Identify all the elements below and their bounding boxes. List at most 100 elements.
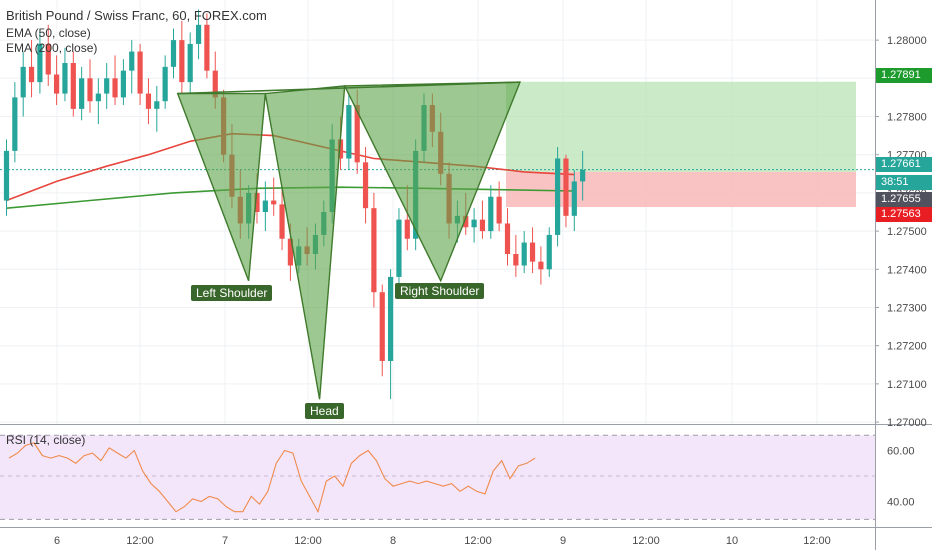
y-tick-label: 1.27100 xyxy=(887,379,927,391)
candle-body xyxy=(170,40,177,67)
candle-body xyxy=(279,204,285,239)
rsi-pane xyxy=(0,425,875,527)
candle-body xyxy=(120,70,126,98)
candle-body xyxy=(145,93,152,109)
y-tick-label: 1.27000 xyxy=(887,417,927,429)
x-tick-label: 12:00 xyxy=(294,535,322,547)
candle-body xyxy=(95,93,101,102)
candle-body xyxy=(87,78,93,102)
candle xyxy=(12,82,18,163)
y-tick-label: 1.27500 xyxy=(887,226,927,238)
pattern-head xyxy=(264,85,346,400)
head-and-shoulders-pattern xyxy=(176,81,522,400)
candle-body xyxy=(337,139,344,159)
candle xyxy=(204,13,210,79)
x-tick-label: 12:00 xyxy=(632,535,660,547)
candle xyxy=(137,43,143,106)
candle xyxy=(179,21,185,94)
y-tick-label: 1.27800 xyxy=(887,112,927,124)
price-tag-current: 1.27661 xyxy=(876,157,932,172)
candle xyxy=(396,208,402,293)
price-tag-entry: 1.27655 xyxy=(876,192,932,207)
candle xyxy=(37,28,43,94)
candle-body xyxy=(54,74,60,94)
candle xyxy=(28,40,35,98)
candle-body xyxy=(563,158,569,216)
candle xyxy=(54,55,60,106)
candle xyxy=(471,208,477,243)
candle-body xyxy=(580,169,586,182)
candle xyxy=(145,78,152,125)
candle-body xyxy=(162,66,168,102)
candle xyxy=(546,227,552,277)
candle-body xyxy=(463,215,469,228)
candle-body xyxy=(212,70,218,98)
candle-body xyxy=(79,78,85,109)
x-tick-label: 9 xyxy=(560,535,566,547)
candle xyxy=(479,200,486,239)
candle-body xyxy=(546,234,552,270)
candle-body xyxy=(129,51,135,71)
candle xyxy=(371,192,377,308)
candle-body xyxy=(521,242,527,266)
candle-body xyxy=(396,219,402,277)
candle-body xyxy=(195,24,202,44)
candle xyxy=(45,24,51,86)
candle xyxy=(555,147,561,247)
label-head: Head xyxy=(305,403,344,419)
candle xyxy=(538,246,544,285)
neckline xyxy=(177,81,521,95)
x-tick-label: 10 xyxy=(726,535,738,547)
candle xyxy=(79,66,85,121)
pattern-left-shoulder xyxy=(176,92,267,282)
chart-title: British Pound / Swiss Franc, 60, FOREX.c… xyxy=(6,8,267,23)
label-left-shoulder: Left Shoulder xyxy=(191,285,273,301)
candle-body xyxy=(504,223,511,255)
candle-body xyxy=(62,63,68,94)
candle xyxy=(513,234,519,277)
candle xyxy=(571,169,577,232)
candle xyxy=(580,150,586,201)
candle xyxy=(195,9,202,60)
candle xyxy=(112,55,118,106)
y-tick-label: 1.28000 xyxy=(887,35,927,47)
candle-body xyxy=(45,43,51,75)
candle-body xyxy=(112,78,118,98)
candle-body xyxy=(496,196,502,224)
pattern-right-shoulder xyxy=(343,81,522,283)
candle-body xyxy=(204,24,210,71)
candle xyxy=(162,55,168,109)
candle xyxy=(388,269,394,400)
candle xyxy=(3,139,10,216)
candle xyxy=(262,181,268,232)
candle xyxy=(271,177,277,216)
rsi-tick-label: 40.00 xyxy=(887,497,915,509)
x-tick-label: 12:00 xyxy=(464,535,492,547)
candle xyxy=(488,185,494,239)
y-tick-label: 1.27200 xyxy=(887,341,927,353)
rsi-title: RSI (14, close) xyxy=(6,433,86,447)
candle xyxy=(95,78,101,125)
candle xyxy=(62,47,68,102)
x-tick-label: 6 xyxy=(54,535,60,547)
candle xyxy=(379,284,385,377)
candle xyxy=(529,227,536,274)
candle xyxy=(87,59,93,113)
candle xyxy=(120,59,126,106)
candle-body xyxy=(529,242,536,262)
candle-body xyxy=(271,200,277,205)
candle-body xyxy=(104,78,110,94)
candle xyxy=(104,63,110,109)
candle-body xyxy=(346,105,352,159)
candle-body xyxy=(37,43,43,83)
candle-body xyxy=(254,192,260,212)
x-tick-label: 12:00 xyxy=(126,535,154,547)
x-tick-label: 8 xyxy=(390,535,396,547)
price-tag-stop: 1.27563 xyxy=(876,207,932,222)
y-tick-label: 1.27300 xyxy=(887,302,927,314)
legend-ema50: EMA (50, close) xyxy=(6,26,91,40)
candle xyxy=(521,231,527,274)
candle-body xyxy=(154,101,160,109)
